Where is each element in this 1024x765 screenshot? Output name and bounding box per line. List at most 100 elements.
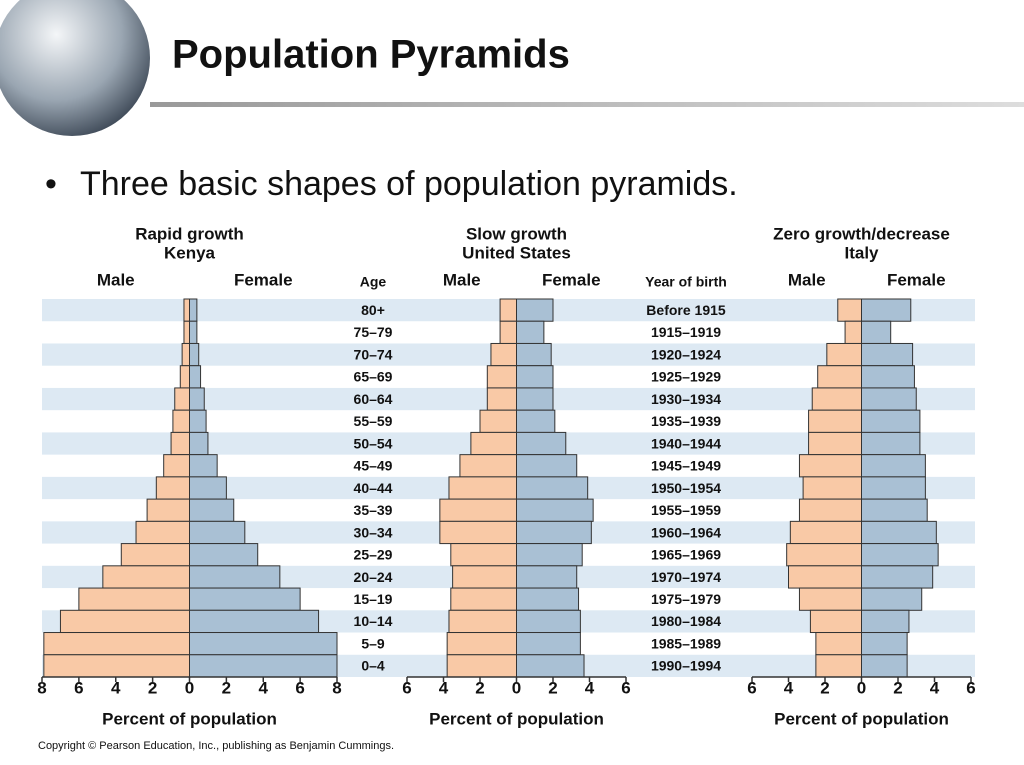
bar — [183, 320, 190, 344]
age-label: 25–29 — [354, 547, 393, 563]
age-label: 75–79 — [354, 324, 393, 340]
bar — [861, 476, 926, 500]
bar — [516, 565, 578, 589]
x-tick-label: 6 — [295, 678, 304, 697]
bar — [499, 320, 518, 344]
bar — [861, 520, 937, 545]
x-tick-label: 2 — [475, 678, 484, 697]
age-label: 10–14 — [354, 613, 393, 629]
legend-label: Male — [443, 270, 481, 289]
bullet-text: Three basic shapes of population pyramid… — [80, 165, 738, 203]
bar — [516, 654, 585, 678]
bar — [861, 543, 939, 567]
bar — [446, 654, 517, 678]
age-label: 50–54 — [354, 435, 393, 451]
x-tick-label: 6 — [621, 678, 630, 697]
bar — [446, 632, 517, 656]
bar — [470, 431, 517, 456]
age-label: 30–34 — [354, 524, 393, 540]
x-tick-label: 2 — [893, 678, 902, 697]
bar — [516, 342, 552, 367]
x-tick-label: 4 — [784, 678, 794, 697]
legend-label: Male — [97, 270, 135, 289]
birth-label: 1915–1919 — [651, 324, 721, 340]
bar — [189, 365, 202, 389]
bar — [189, 498, 235, 522]
x-tick-label: 4 — [111, 678, 121, 697]
bar — [516, 587, 580, 611]
bar — [486, 387, 517, 411]
bar — [516, 543, 583, 567]
bar — [516, 409, 556, 433]
x-tick-label: 2 — [148, 678, 157, 697]
bar — [516, 298, 554, 322]
x-tick-label: 0 — [512, 678, 521, 697]
birth-label: Before 1915 — [646, 302, 726, 318]
bar — [172, 409, 190, 433]
bar — [837, 298, 863, 322]
x-axis-label: Percent of population — [102, 709, 277, 728]
bar — [189, 342, 200, 367]
bar — [861, 387, 917, 411]
x-tick-label: 4 — [585, 678, 595, 697]
bar — [486, 365, 517, 389]
x-axis-label: Percent of population — [429, 709, 604, 728]
bar — [189, 298, 198, 322]
x-tick-label: 8 — [37, 678, 46, 697]
birth-label: 1965–1969 — [651, 547, 721, 563]
chart-subtitle: Italy — [844, 243, 879, 262]
bar — [189, 387, 205, 411]
bar — [861, 587, 923, 611]
bar — [183, 298, 190, 322]
age-label: 65–69 — [354, 369, 393, 385]
bar — [43, 654, 190, 678]
bar — [798, 454, 863, 478]
bar — [786, 543, 862, 567]
bar — [189, 320, 198, 344]
bar — [861, 409, 921, 433]
bar — [179, 365, 190, 389]
bar — [189, 654, 338, 678]
bullet-marker: • — [45, 165, 57, 203]
bar — [189, 409, 207, 433]
birth-label: 1935–1939 — [651, 413, 721, 429]
title-rule — [150, 102, 1024, 107]
bar — [789, 520, 863, 545]
x-tick-label: 0 — [185, 678, 194, 697]
bar — [815, 632, 862, 656]
globe-decoration — [0, 0, 150, 136]
legend-label: Male — [788, 270, 826, 289]
bar — [516, 320, 545, 344]
bar — [809, 609, 863, 634]
birth-label: 1970–1974 — [651, 569, 721, 585]
bar — [43, 632, 190, 656]
bar — [844, 320, 863, 344]
age-header: Age — [360, 274, 387, 290]
age-label: 40–44 — [354, 480, 393, 496]
bar — [439, 520, 518, 545]
bar — [170, 431, 190, 456]
bar — [439, 498, 518, 522]
x-tick-label: 4 — [930, 678, 940, 697]
bar — [189, 565, 281, 589]
bar — [448, 609, 518, 634]
chart-subtitle: Kenya — [164, 243, 216, 262]
bar — [59, 609, 190, 634]
bar — [861, 632, 908, 656]
bar — [516, 454, 578, 478]
bar — [861, 565, 934, 589]
bar — [516, 431, 567, 456]
birth-label: 1925–1929 — [651, 369, 721, 385]
x-tick-label: 6 — [966, 678, 975, 697]
bar — [516, 520, 592, 545]
x-tick-label: 2 — [548, 678, 557, 697]
bar — [146, 498, 190, 522]
bar — [452, 565, 517, 589]
bar — [479, 409, 517, 433]
age-label: 45–49 — [354, 458, 393, 474]
age-label: 35–39 — [354, 502, 393, 518]
legend-label: Female — [542, 270, 601, 289]
age-label: 15–19 — [354, 591, 393, 607]
bar — [516, 632, 581, 656]
